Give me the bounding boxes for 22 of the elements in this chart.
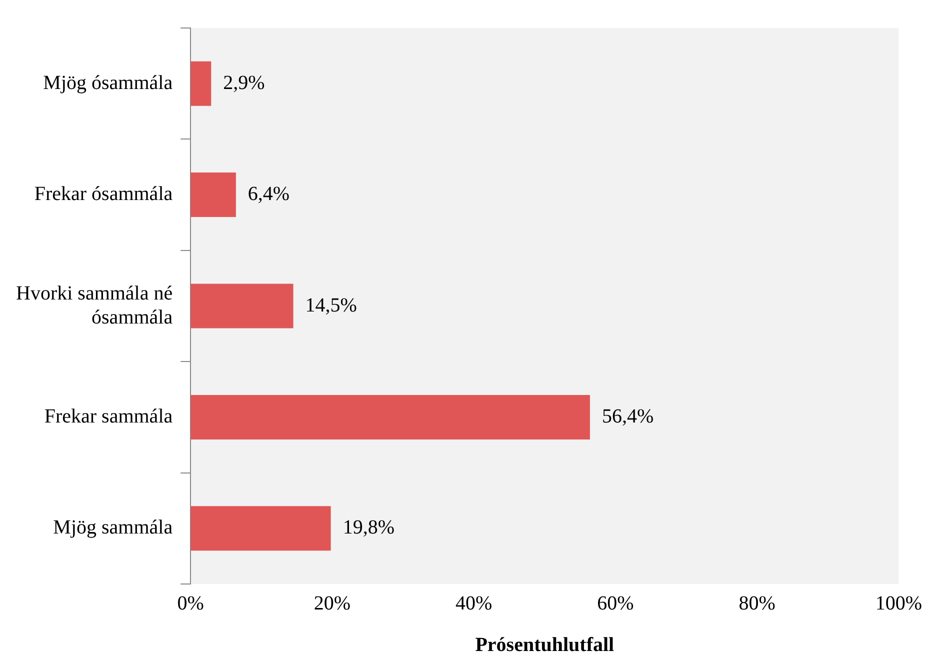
- y-tick-label: Mjög ósammála: [43, 72, 173, 94]
- data-label: 2,9%: [223, 72, 265, 94]
- data-label: 56,4%: [602, 405, 654, 428]
- y-tick-label: Frekar sammála: [44, 405, 173, 428]
- y-tick-label: Frekar ósammála: [34, 183, 173, 206]
- bar: [190, 61, 212, 106]
- y-tick-label: Hvorki sammála né ósammála: [16, 282, 173, 328]
- data-label: 19,8%: [342, 516, 394, 539]
- x-tick-label: 80%: [738, 592, 776, 614]
- x-tick-label: 0%: [177, 592, 204, 614]
- x-tick-label: 100%: [875, 592, 922, 614]
- x-tick-label: 20%: [314, 592, 351, 614]
- bar: [190, 506, 331, 551]
- bar: [190, 284, 294, 328]
- x-axis-title: Prósentuhlutfall: [475, 634, 615, 656]
- bar: [190, 394, 590, 440]
- data-label: 6,4%: [248, 183, 290, 206]
- bar: [190, 172, 236, 218]
- x-tick-label: 60%: [597, 592, 634, 614]
- data-label: 14,5%: [305, 294, 357, 316]
- x-tick-label: 40%: [456, 592, 492, 614]
- y-tick-label: Mjög sammála: [53, 516, 173, 539]
